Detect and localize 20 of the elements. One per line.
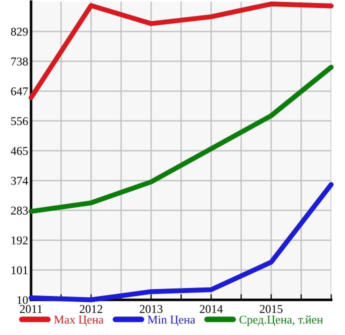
y-tick-label: 101 (12, 266, 28, 274)
x-tick-label: 2011 (20, 305, 42, 313)
x-tick-label: 2012 (80, 305, 102, 313)
y-tick-label: 556 (11, 117, 28, 126)
legend-label: Max Цена (54, 316, 104, 326)
line-series (28, 64, 334, 214)
x-tick-label: 2015 (260, 305, 283, 313)
y-tick-label: 374 (11, 176, 28, 185)
x-tick-label: 2014 (200, 305, 223, 313)
y-tick-label: 283 (11, 206, 28, 215)
y-tick-label: 10 (18, 296, 28, 304)
line-series (28, 2, 334, 100)
y-tick-label: 465 (10, 147, 28, 155)
y-tick-label: 738 (11, 58, 28, 66)
legend-label: Сред.Цена, т.йен (239, 315, 323, 326)
y-tick-label: 647 (11, 87, 28, 96)
y-tick-label: 829 (11, 28, 28, 36)
y-tick-label: 192 (12, 236, 28, 244)
x-tick-label: 2013 (140, 305, 162, 313)
legend-label: Min Цена (148, 316, 196, 326)
